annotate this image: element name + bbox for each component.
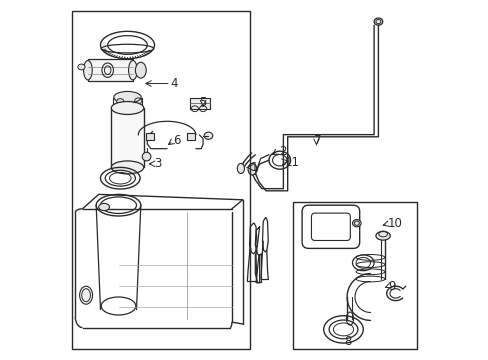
Ellipse shape [352,220,361,227]
Bar [292,202,416,349]
Bar [146,133,154,140]
Bar [72,11,249,349]
Text: 1: 1 [250,161,258,174]
Ellipse shape [247,163,256,175]
Ellipse shape [128,60,137,80]
Ellipse shape [78,64,85,70]
Bar [113,98,142,106]
Text: 2: 2 [278,145,285,158]
Ellipse shape [375,231,389,240]
Bar [88,59,133,81]
Ellipse shape [142,152,151,161]
Text: 9: 9 [387,280,395,293]
Ellipse shape [204,132,212,139]
Ellipse shape [237,163,244,174]
Ellipse shape [99,203,109,211]
Text: 10: 10 [387,217,402,230]
Ellipse shape [111,102,143,114]
Text: 7: 7 [313,134,321,147]
Ellipse shape [135,62,146,78]
Ellipse shape [117,99,123,104]
Bar [186,133,194,140]
Ellipse shape [80,286,92,304]
Text: 6: 6 [173,134,181,147]
Text: 11: 11 [284,156,299,168]
Bar [190,98,210,109]
Ellipse shape [83,60,92,80]
Text: 4: 4 [170,77,178,90]
Ellipse shape [111,161,143,174]
Text: 8: 8 [344,335,351,348]
Text: 3: 3 [153,157,161,170]
Text: 5: 5 [199,96,206,109]
Ellipse shape [373,18,382,25]
Ellipse shape [114,91,141,103]
Bar [111,108,143,167]
